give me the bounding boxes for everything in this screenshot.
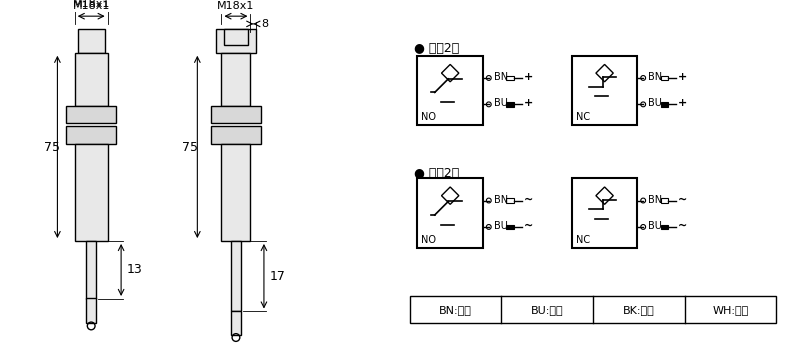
Bar [418,56,483,125]
Text: BN: BN [648,72,662,82]
Text: NO: NO [422,113,436,122]
Bar [506,76,514,80]
Text: ● 直流2线: ● 直流2线 [414,42,460,55]
Text: ~: ~ [678,195,687,205]
Text: NC: NC [576,113,590,122]
Bar [506,102,514,107]
Text: BK:黑色: BK:黑色 [623,304,654,315]
Bar [86,298,96,323]
Text: 75: 75 [44,141,60,154]
Text: BN:棕色: BN:棕色 [439,304,472,315]
Bar [224,29,247,45]
Bar [216,29,256,53]
Bar [661,76,668,80]
Text: BN: BN [494,72,508,82]
Text: BU: BU [648,221,662,231]
Bar [506,225,514,230]
Bar [418,178,483,248]
Bar [506,198,514,203]
Text: ● 交流2线: ● 交流2线 [414,167,460,180]
Text: 75: 75 [182,141,198,154]
Text: ~: ~ [523,221,533,231]
Bar [78,29,105,53]
Text: BU: BU [494,221,507,231]
Bar [86,241,96,299]
Text: +: + [678,99,687,108]
Text: +: + [678,72,687,82]
Text: 13: 13 [127,264,142,276]
Text: BN: BN [494,195,508,205]
Text: +: + [523,99,533,108]
Text: BU: BU [494,99,507,108]
Text: 17: 17 [270,270,286,283]
Text: M18x1: M18x1 [73,0,110,10]
Bar [661,198,668,203]
Text: M18x1: M18x1 [218,1,254,11]
Bar [211,126,261,144]
Bar [211,106,261,123]
Text: 8: 8 [261,19,268,29]
Bar [222,144,250,241]
Bar [661,102,668,107]
Bar [661,225,668,230]
Text: NC: NC [576,235,590,245]
Bar [66,106,116,123]
Text: ~: ~ [678,221,687,231]
Text: BU:兰色: BU:兰色 [531,304,563,315]
Text: +: + [523,72,533,82]
Bar [231,241,241,312]
Text: BN: BN [648,195,662,205]
Bar [572,178,638,248]
Bar [74,144,107,241]
Text: ~: ~ [523,195,533,205]
Bar [222,53,250,106]
Text: BU: BU [648,99,662,108]
Bar [231,310,241,335]
Bar [572,56,638,125]
Text: NO: NO [422,235,436,245]
Bar [410,296,776,323]
Text: WH:白色: WH:白色 [712,304,749,315]
Text: M18x1: M18x1 [73,1,110,11]
Bar [74,53,107,106]
Bar [66,126,116,144]
